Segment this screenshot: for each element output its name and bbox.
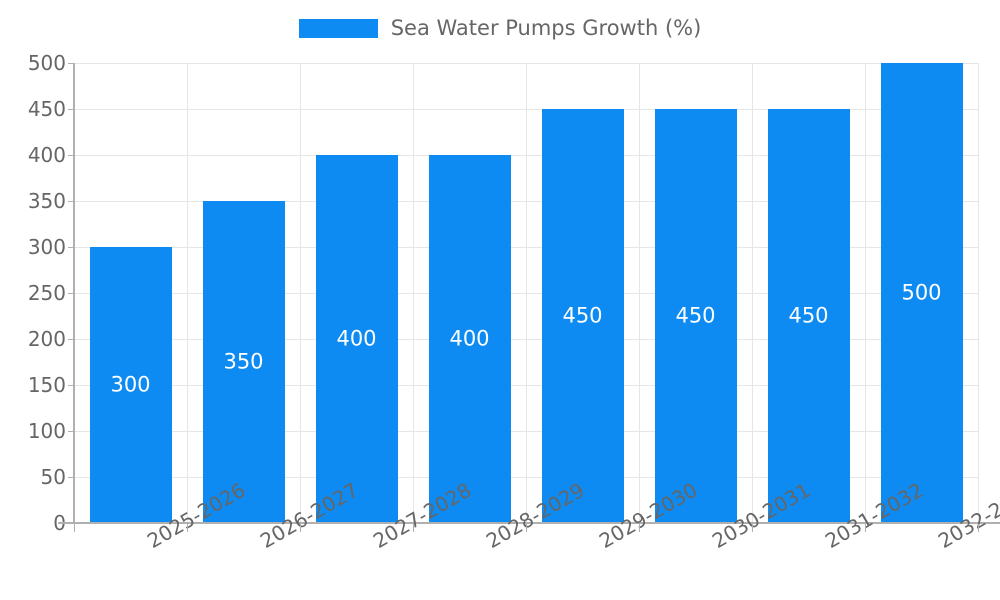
bar[interactable]	[880, 63, 963, 523]
bar[interactable]	[428, 155, 511, 523]
bar[interactable]	[89, 247, 172, 523]
x-tick-mark	[413, 524, 414, 532]
bar[interactable]	[202, 201, 285, 523]
x-tick-label: 2025-2026	[143, 477, 250, 554]
y-tick-mark	[68, 155, 74, 156]
y-tick-mark	[68, 339, 74, 340]
x-tick-label: 2032-2033	[934, 477, 1000, 554]
y-tick-label: 400	[27, 143, 66, 167]
x-tick-mark	[752, 524, 753, 532]
x-tick-mark	[865, 524, 866, 532]
x-tick-mark	[526, 524, 527, 532]
gridline-vertical	[639, 63, 640, 523]
x-tick-label: 2026-2027	[256, 477, 363, 554]
x-tick-mark	[639, 524, 640, 532]
y-tick-mark	[68, 477, 74, 478]
x-tick-label: 2029-2030	[595, 477, 702, 554]
x-tick-mark	[300, 524, 301, 532]
gridline-vertical	[752, 63, 753, 523]
chart-legend: Sea Water Pumps Growth (%)	[0, 0, 1000, 56]
y-tick-mark	[68, 385, 74, 386]
y-tick-label: 500	[27, 51, 66, 75]
x-tick-label: 2028-2029	[482, 477, 589, 554]
bar[interactable]	[315, 155, 398, 523]
gridline-vertical	[526, 63, 527, 523]
y-tick-mark	[68, 293, 74, 294]
bar[interactable]	[767, 109, 850, 523]
x-tick-mark	[978, 524, 979, 532]
y-tick-label: 100	[27, 419, 66, 443]
x-tick-mark	[74, 524, 75, 532]
legend-color-swatch	[298, 18, 378, 38]
y-tick-mark	[68, 63, 74, 64]
y-tick-label: 50	[40, 465, 66, 489]
legend-label: Sea Water Pumps Growth (%)	[390, 15, 702, 40]
y-tick-label: 350	[27, 189, 66, 213]
y-tick-label: 300	[27, 235, 66, 259]
y-axis-ticks: 050100150200250300350400450500	[0, 0, 74, 600]
y-tick-label: 200	[27, 327, 66, 351]
x-tick-mark	[187, 524, 188, 532]
gridline-vertical	[187, 63, 188, 523]
y-axis-line	[73, 63, 75, 524]
y-tick-label: 250	[27, 281, 66, 305]
y-tick-label: 150	[27, 373, 66, 397]
plot-area: 300 350 400 400 450 450 450 500	[74, 63, 979, 524]
x-tick-label: 2031-2032	[821, 477, 928, 554]
bar[interactable]	[654, 109, 737, 523]
bar[interactable]	[541, 109, 624, 523]
x-tick-label: 2027-2028	[369, 477, 476, 554]
y-tick-mark	[68, 201, 74, 202]
x-tick-label: 2030-2031	[708, 477, 815, 554]
gridline-vertical	[865, 63, 866, 523]
gridline-vertical	[978, 63, 979, 523]
y-tick-label: 450	[27, 97, 66, 121]
gridline-vertical	[413, 63, 414, 523]
y-tick-mark	[68, 109, 74, 110]
x-axis-line	[58, 522, 1000, 524]
y-tick-mark	[68, 431, 74, 432]
gridline-vertical	[300, 63, 301, 523]
y-tick-mark	[68, 247, 74, 248]
